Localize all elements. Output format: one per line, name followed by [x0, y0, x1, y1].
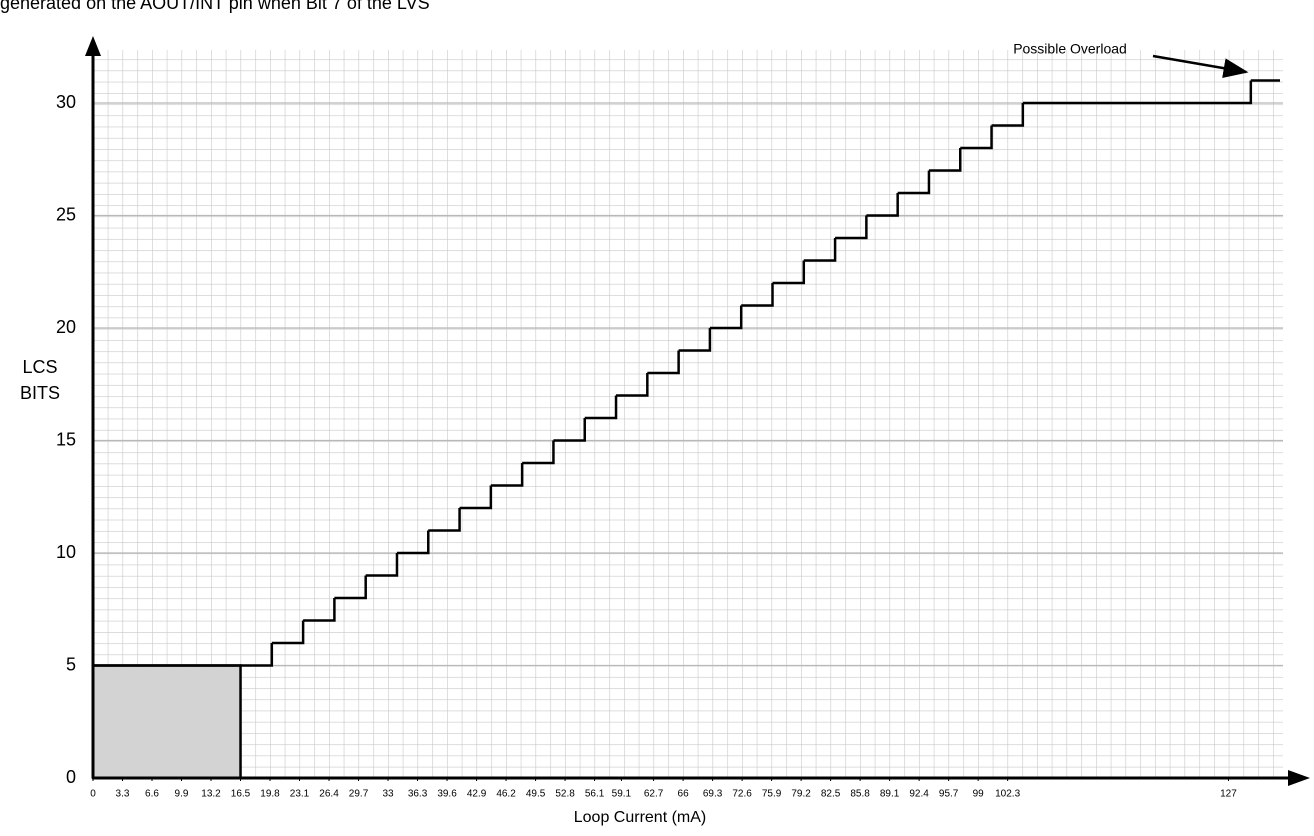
x-tick-label: 72.6	[732, 789, 752, 800]
x-tick-label: 66	[678, 789, 690, 800]
annotation-arrow	[1152, 54, 1249, 79]
x-tick-label: 59.1	[612, 789, 632, 800]
x-tick-label: 102.3	[995, 789, 1020, 800]
x-tick-label: 99	[973, 789, 985, 800]
step-segment	[522, 440, 555, 465]
step-segment	[459, 485, 493, 510]
x-tick-label: 46.2	[496, 789, 516, 800]
step-segment	[584, 395, 618, 420]
x-arrow	[1288, 770, 1310, 786]
step-segment	[490, 463, 524, 487]
step-segment	[678, 328, 712, 352]
step-segment	[553, 418, 586, 442]
y-tick-label: 15	[56, 429, 76, 449]
x-tick-label: 85.8	[850, 789, 870, 800]
minor-grid	[93, 50, 1283, 778]
step-segment	[803, 238, 837, 262]
step-segment	[616, 373, 649, 397]
step-segment	[709, 305, 743, 330]
step-segment	[93, 643, 274, 667]
x-tick-label: 36.3	[408, 789, 428, 800]
x-tick-label: 3.3	[116, 789, 130, 800]
step-segment	[897, 170, 931, 195]
x-tick-label: 92.4	[909, 789, 929, 800]
x-tick-label: 23.1	[290, 789, 310, 800]
step-segment	[428, 508, 461, 532]
x-tick-label: 39.6	[437, 789, 457, 800]
step-segment	[866, 193, 899, 217]
shaded-region	[91, 664, 242, 780]
x-tick-label: 49.5	[526, 789, 546, 800]
step-segment	[365, 553, 399, 577]
x-tick-label: 19.8	[260, 789, 280, 800]
y-tick-label: 30	[56, 92, 76, 112]
x-tick-label: 29.7	[349, 789, 369, 800]
x-tick-label: 62.7	[644, 789, 664, 800]
x-axis-title: Loop Current (mA)	[574, 809, 707, 826]
step-segment	[928, 148, 962, 172]
step-segment	[835, 215, 868, 240]
x-tick-label: 6.6	[145, 789, 159, 800]
step-segment	[991, 103, 1025, 127]
step-segment	[1022, 80, 1253, 105]
x-tick-label: 69.3	[703, 789, 723, 800]
x-tick-label: 0	[90, 789, 96, 800]
step-segment	[960, 125, 993, 150]
x-tick-label: 75.9	[762, 789, 782, 800]
x-tick-label: 33	[382, 789, 394, 800]
y-tick-label: 5	[66, 654, 76, 674]
y-tick-label: 25	[56, 204, 76, 224]
x-tick-label: 89.1	[880, 789, 900, 800]
x-tick-label: 42.9	[467, 789, 487, 800]
step-segment	[647, 350, 680, 375]
x-tick-label: 13.2	[201, 789, 221, 800]
step-segment	[303, 598, 336, 622]
x-tick-label: 127	[1220, 789, 1237, 800]
step-segment	[334, 575, 367, 600]
y-tick-label: 20	[56, 317, 76, 337]
x-tick-label: 82.5	[821, 789, 841, 800]
y-arrow	[85, 36, 101, 56]
y-axis-title: BITS	[20, 383, 60, 403]
y-axis-title: LCS	[22, 357, 57, 377]
y-tick-label: 0	[66, 767, 76, 787]
x-tick-label: 79.2	[791, 789, 811, 800]
x-tick-label: 52.8	[555, 789, 575, 800]
annotation: Possible Overload	[1013, 41, 1127, 57]
x-tick-label: 95.7	[939, 789, 959, 800]
y-tick-label: 10	[56, 542, 76, 562]
x-tick-label: 9.9	[175, 789, 189, 800]
x-tick-label: 26.4	[319, 789, 339, 800]
step-segment	[396, 530, 430, 555]
header-text: generated on the AOUT/INT pin when Bit 7…	[0, 0, 430, 13]
x-tick-label: 16.5	[231, 789, 251, 800]
step-segment	[741, 283, 774, 307]
step-segment	[772, 260, 806, 285]
step-segment	[271, 620, 305, 645]
plot: 0 5 10 15 20 25 30 0 3.3 6.6 9.9 13.2 16.5 19.8 23.1 26…	[56, 79, 1283, 800]
x-tick-label: 56.1	[585, 789, 605, 800]
